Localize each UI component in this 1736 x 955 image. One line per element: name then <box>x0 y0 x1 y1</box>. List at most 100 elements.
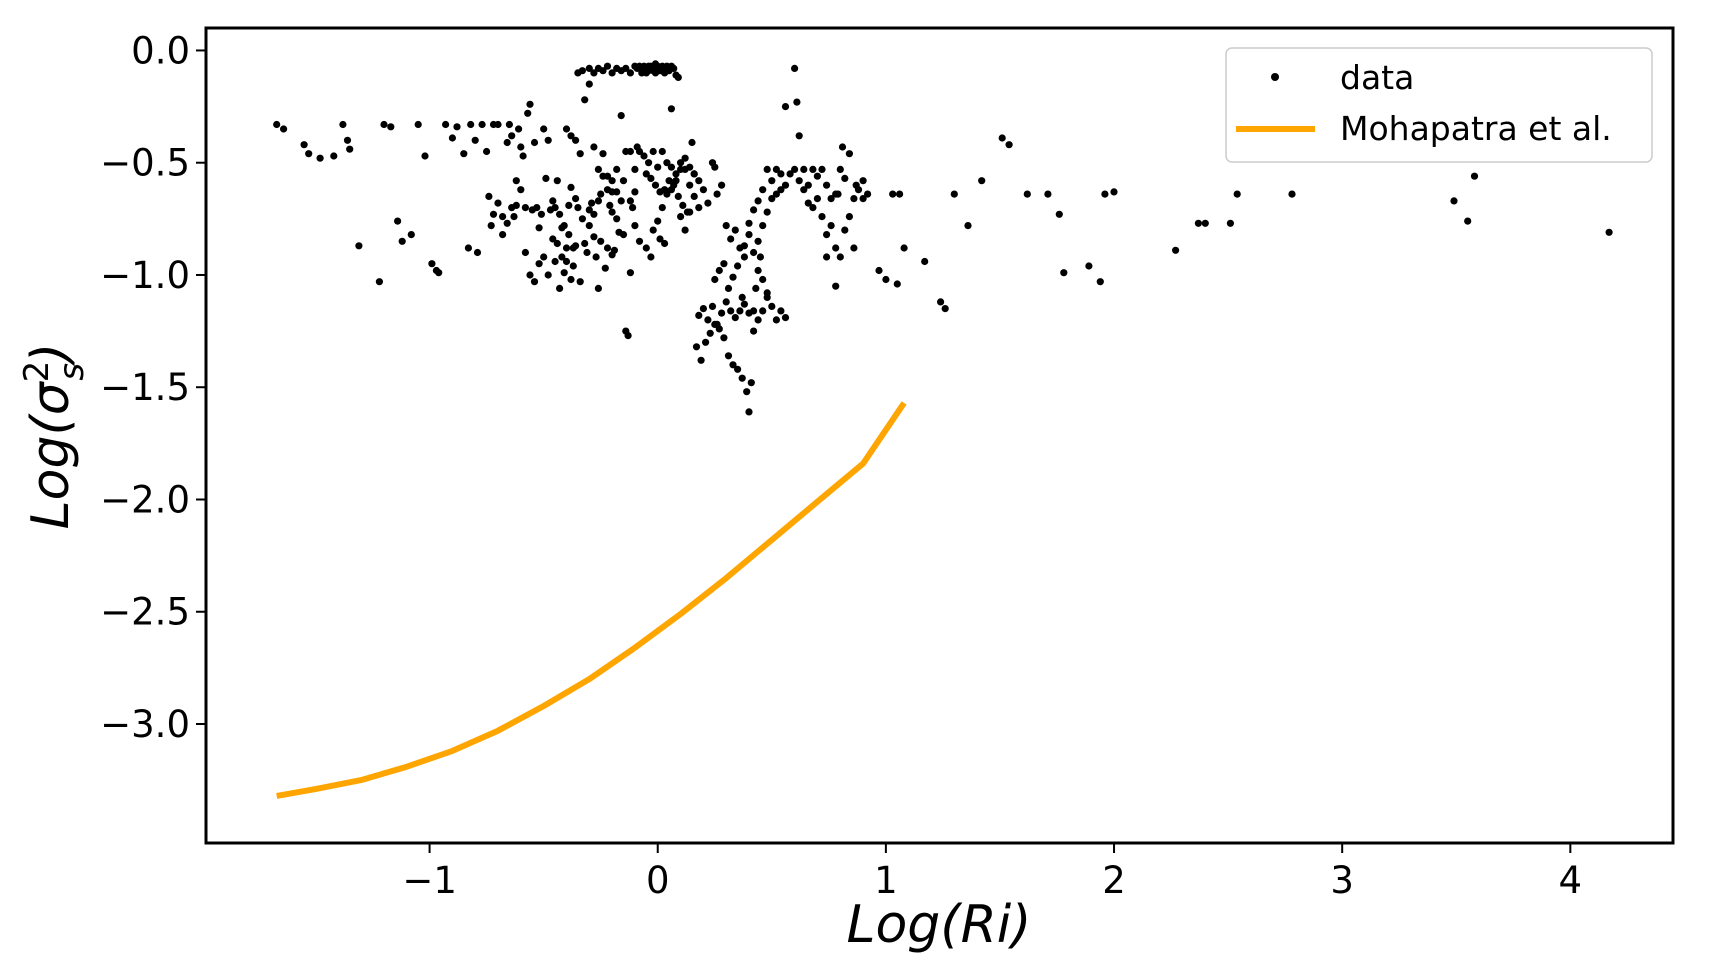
data-point <box>567 183 575 191</box>
data-point <box>998 134 1006 142</box>
data-point <box>711 320 719 328</box>
data-point <box>588 199 596 207</box>
data-point <box>508 204 516 212</box>
data-point <box>777 307 785 315</box>
data-point <box>720 334 728 342</box>
data-point <box>526 100 534 108</box>
y-axis-label: Log(σ2s) <box>17 343 92 530</box>
data-point <box>754 237 762 245</box>
data-point <box>1085 262 1093 270</box>
legend-box <box>1225 47 1653 163</box>
data-point <box>937 298 945 306</box>
data-point <box>1172 246 1180 254</box>
data-point <box>544 271 552 279</box>
data-point <box>1110 188 1118 196</box>
y-tick-label: −1.0 <box>100 254 190 297</box>
data-point <box>608 208 616 216</box>
data-point <box>809 165 817 173</box>
data-point <box>713 190 721 198</box>
data-point <box>585 222 593 230</box>
data-point <box>692 343 701 351</box>
data-point <box>690 170 698 178</box>
data-point <box>750 248 758 257</box>
data-point <box>763 165 771 173</box>
data-point <box>804 181 812 189</box>
data-point <box>818 165 826 173</box>
data-point <box>740 253 749 261</box>
data-point <box>407 231 415 239</box>
data-point <box>1101 190 1109 198</box>
data-point <box>1023 190 1031 198</box>
data-point <box>572 195 580 203</box>
data-point <box>850 244 858 252</box>
data-point <box>640 152 648 160</box>
data-point <box>823 181 831 189</box>
data-point <box>540 253 548 261</box>
data-point <box>508 132 516 140</box>
data-point <box>590 69 598 77</box>
data-point <box>745 219 753 227</box>
data-point <box>601 264 609 272</box>
data-point <box>556 284 564 292</box>
data-point <box>745 408 753 416</box>
data-point <box>715 266 723 275</box>
data-point <box>683 208 692 216</box>
data-point <box>1470 172 1479 180</box>
data-point <box>375 278 383 286</box>
legend-data-marker <box>1271 73 1279 81</box>
data-point <box>841 226 849 234</box>
data-point <box>672 170 680 178</box>
data-point <box>695 204 703 212</box>
data-point <box>549 197 557 205</box>
data-point <box>626 197 635 205</box>
ticks-layer: −1 0 1 2 3 4 0.0 −0.5 −1.0 −1.5 −2.0 −2.5 −3.0 <box>100 29 1582 902</box>
x-tick-label: 4 <box>1559 859 1583 902</box>
data-point <box>583 248 591 257</box>
y-tick-label: −1.5 <box>100 366 190 409</box>
y-tick-label: −3.0 <box>100 703 190 746</box>
data-point <box>428 260 436 268</box>
data-point <box>597 237 605 245</box>
data-point <box>823 253 831 261</box>
data-point <box>633 64 641 72</box>
data-point <box>535 260 543 268</box>
data-point <box>727 307 735 315</box>
data-point <box>494 120 502 129</box>
data-point <box>453 123 461 131</box>
data-point <box>1005 141 1013 149</box>
data-point <box>686 163 694 171</box>
data-point <box>273 120 281 129</box>
data-point <box>649 147 657 156</box>
data-point <box>800 186 808 194</box>
data-point <box>743 388 751 396</box>
data-point <box>576 278 584 286</box>
data-point <box>686 181 694 189</box>
data-point <box>478 120 486 129</box>
data-point <box>759 222 767 230</box>
y-tick-label: −0.5 <box>100 142 190 185</box>
data-point <box>398 237 406 245</box>
data-point <box>841 174 849 182</box>
data-point <box>562 244 571 252</box>
data-point <box>747 379 755 387</box>
data-point <box>603 172 612 180</box>
data-point <box>1055 210 1063 218</box>
data-point <box>553 239 561 248</box>
data-point <box>772 316 781 324</box>
data-point <box>343 136 352 144</box>
data-point <box>791 165 799 173</box>
data-point <box>711 275 719 284</box>
data-point <box>795 177 803 185</box>
data-point <box>556 210 564 218</box>
data-point <box>752 284 760 292</box>
data-point <box>346 145 354 153</box>
data-point <box>642 244 650 252</box>
data-point <box>624 332 632 340</box>
data-point <box>585 80 593 88</box>
data-point <box>834 190 842 198</box>
data-point <box>654 217 662 225</box>
data-point <box>674 192 682 200</box>
data-point <box>781 103 790 111</box>
data-point <box>578 67 587 75</box>
data-point <box>569 244 577 252</box>
